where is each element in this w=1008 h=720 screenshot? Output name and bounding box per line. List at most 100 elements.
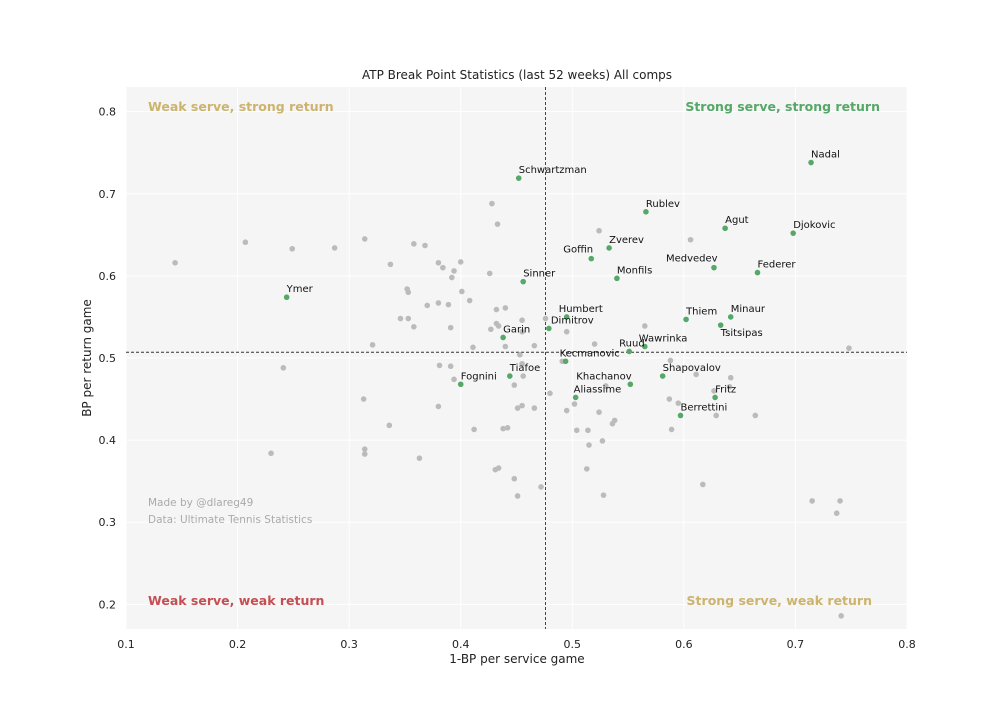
- player-point: [667, 357, 674, 364]
- player-label: Aliassime: [574, 384, 622, 395]
- player-point: [600, 492, 607, 498]
- player-point: [563, 328, 570, 335]
- player-labels-layer: Nadal Schwartzman Rublev Agut Djokovic Zverev…: [286, 150, 840, 414]
- player-label: Tiafoe: [509, 363, 541, 374]
- y-axis-label: BP per return game: [80, 299, 94, 417]
- player-point: [519, 402, 525, 409]
- player-point: [700, 481, 706, 488]
- player-point: [504, 425, 511, 431]
- highlighted-player-point: [659, 373, 666, 379]
- highlighted-player-point: [546, 325, 552, 332]
- x-tick-label: 0.5: [564, 638, 582, 651]
- player-label: Humbert: [559, 304, 603, 315]
- player-point: [752, 412, 759, 419]
- player-point: [531, 342, 538, 349]
- x-tick-label: 0.3: [340, 638, 358, 651]
- quadrant-label-top-left: Weak serve, strong return: [148, 99, 334, 114]
- player-point: [833, 510, 840, 517]
- player-label: Khachanov: [576, 371, 631, 382]
- player-point: [547, 390, 553, 397]
- highlighted-player-point: [808, 159, 814, 166]
- player-label: Tsitsipas: [720, 328, 763, 339]
- highlighted-player-point: [572, 394, 579, 401]
- player-point: [531, 405, 538, 411]
- highlighted-player-point: [717, 322, 724, 328]
- player-point: [809, 498, 815, 504]
- player-point: [405, 315, 412, 322]
- highlighted-player-point: [643, 209, 649, 215]
- highlighted-player-point: [754, 269, 761, 276]
- x-tick-label: 0.2: [229, 638, 247, 651]
- player-point: [693, 371, 699, 378]
- player-point: [599, 438, 606, 444]
- y-tick-label: 0.4: [99, 434, 117, 447]
- player-point: [361, 451, 368, 457]
- player-point: [611, 417, 618, 424]
- player-label: Djokovic: [793, 220, 835, 231]
- highlighted-player-point: [515, 175, 522, 181]
- y-tick-label: 0.6: [99, 270, 117, 283]
- highlighted-player-point: [520, 278, 526, 285]
- player-point: [711, 388, 717, 394]
- player-label: Nadal: [811, 150, 840, 161]
- player-point: [416, 455, 423, 461]
- player-point: [591, 341, 598, 347]
- y-tick-label: 0.7: [99, 188, 117, 201]
- player-point: [519, 328, 525, 335]
- player-label: Sinner: [523, 269, 556, 280]
- highlighted-player-point: [677, 412, 684, 419]
- credit-author: Made by @dlareg49: [148, 497, 253, 509]
- player-label: Kecmanovic: [560, 348, 620, 359]
- highlighted-player-point: [722, 225, 728, 232]
- player-point: [447, 363, 454, 370]
- player-point: [361, 446, 368, 452]
- player-point: [486, 270, 493, 277]
- player-label: Berrettini: [681, 402, 728, 413]
- player-point: [386, 422, 393, 429]
- player-point: [424, 302, 431, 309]
- player-label: Fritz: [715, 384, 736, 395]
- highlighted-player-point: [790, 230, 796, 236]
- player-point: [571, 401, 578, 407]
- player-point: [538, 484, 544, 490]
- player-point: [172, 259, 178, 266]
- player-point: [514, 493, 521, 499]
- player-label: Agut: [725, 215, 749, 226]
- player-point: [668, 426, 675, 433]
- player-label: Schwartzman: [519, 165, 587, 176]
- player-point: [602, 383, 609, 389]
- player-point: [511, 382, 518, 388]
- player-point: [514, 405, 521, 411]
- player-label: Federer: [757, 260, 796, 271]
- x-tick-label: 0.8: [898, 638, 916, 651]
- player-point: [488, 326, 494, 333]
- player-point: [542, 315, 549, 322]
- player-point: [586, 442, 592, 448]
- highlighted-player-point: [588, 255, 595, 262]
- player-point: [726, 383, 733, 390]
- chart-title: ATP Break Point Statistics (last 52 week…: [362, 68, 672, 82]
- player-label: Shapovalov: [663, 363, 721, 374]
- player-label: Minaur: [731, 304, 766, 315]
- player-point: [494, 221, 501, 227]
- player-point: [280, 365, 287, 371]
- credit-data-source: Data: Ultimate Tennis Statistics: [148, 514, 312, 526]
- player-point: [517, 351, 523, 358]
- player-point: [596, 227, 602, 234]
- player-point: [451, 268, 457, 274]
- player-point: [489, 200, 495, 207]
- player-label: Fognini: [461, 371, 497, 382]
- player-point: [511, 475, 518, 482]
- player-point: [470, 344, 476, 351]
- player-point: [583, 466, 590, 472]
- player-point: [471, 426, 477, 433]
- player-point: [435, 259, 442, 266]
- highlighted-player-point: [562, 358, 569, 365]
- highlighted-players-layer: [283, 159, 814, 419]
- highlighted-player-point: [614, 275, 620, 282]
- player-point: [361, 236, 368, 242]
- player-point: [369, 342, 376, 348]
- player-point: [563, 407, 570, 414]
